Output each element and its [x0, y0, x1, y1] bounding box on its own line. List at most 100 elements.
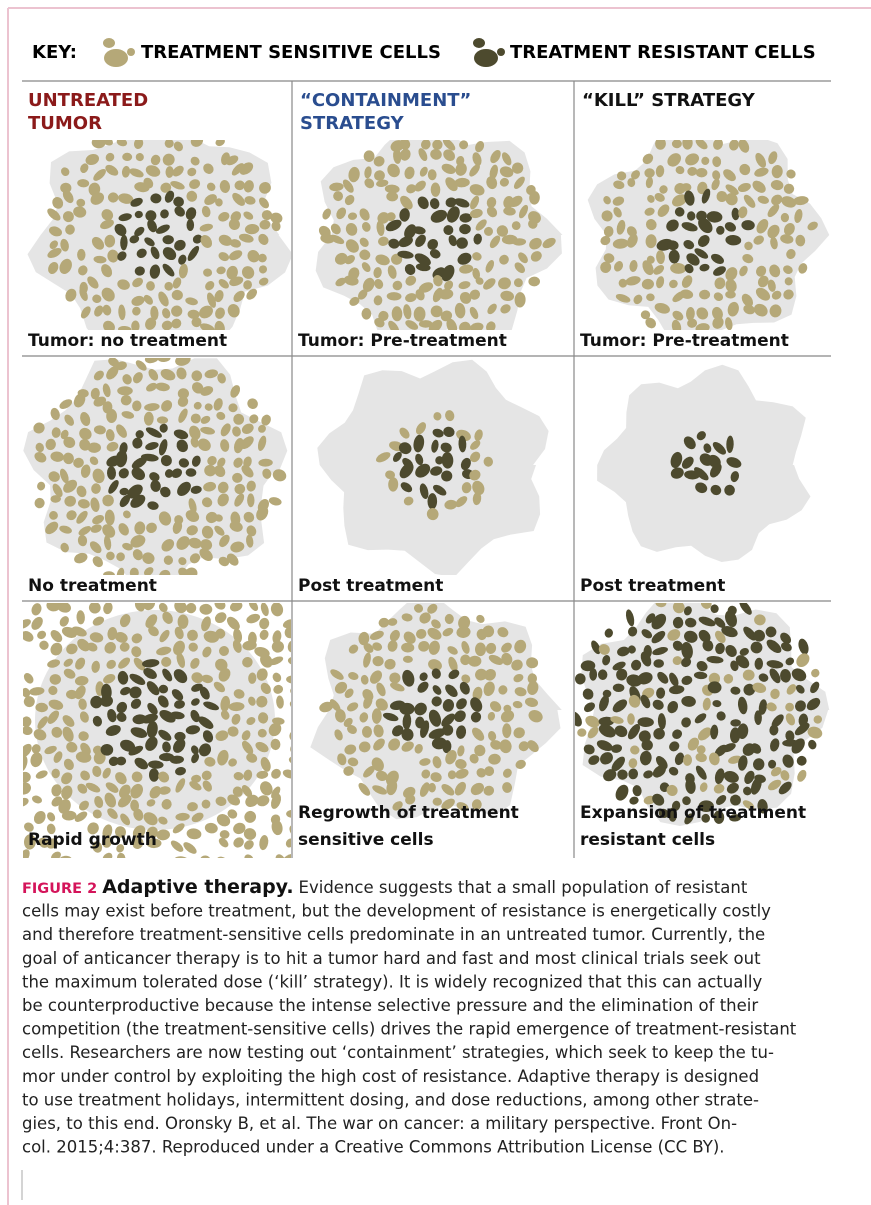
- sensitive-cell: [79, 427, 92, 440]
- resistant-cell: [723, 770, 739, 783]
- sensitive-cell: [45, 438, 56, 451]
- sensitive-cell: [618, 278, 628, 288]
- sensitive-cell: [458, 281, 471, 290]
- tumor-area: [317, 359, 549, 575]
- sensitive-cell: [199, 603, 213, 615]
- sensitive-cell: [754, 614, 766, 626]
- panel-art: [310, 603, 562, 820]
- sensitive-cell: [472, 492, 482, 506]
- sensitive-cell: [121, 411, 135, 419]
- resistant-cell: [428, 709, 442, 727]
- sensitive-cell: [487, 711, 496, 721]
- sensitive-cell: [333, 191, 344, 202]
- sensitive-cell: [271, 220, 281, 232]
- sensitive-cell: [219, 646, 229, 656]
- resistant-cell: [653, 728, 665, 740]
- sensitive-cell: [246, 613, 261, 624]
- resistant-cell: [715, 642, 725, 655]
- sensitive-cell: [442, 140, 456, 151]
- sensitive-cell: [646, 293, 655, 302]
- resistant-cell: [701, 813, 711, 823]
- sensitive-cell: [343, 717, 353, 727]
- sensitive-cell: [205, 511, 218, 524]
- sensitive-cell: [349, 296, 360, 306]
- sensitive-cell: [204, 403, 213, 411]
- sensitive-cell: [259, 219, 271, 230]
- sensitive-cell: [427, 169, 437, 181]
- sensitive-cell: [392, 801, 403, 811]
- sensitive-cell: [415, 422, 427, 435]
- sensitive-cell: [207, 456, 217, 466]
- sensitive-cell: [247, 493, 255, 508]
- sensitive-cell: [37, 481, 46, 491]
- sensitive-cell: [23, 782, 31, 795]
- sensitive-cell: [695, 752, 707, 763]
- sensitive-cell: [783, 223, 795, 236]
- resistant-cell: [399, 462, 414, 479]
- sensitive-cell: [358, 631, 370, 646]
- sensitive-cell: [375, 452, 391, 463]
- resistant-cell: [667, 701, 679, 714]
- sensitive-cell: [262, 468, 272, 479]
- sensitive-cell: [259, 835, 269, 851]
- resistant-cell: [639, 750, 652, 766]
- sensitive-cell: [502, 782, 513, 793]
- sensitive-cell: [261, 414, 271, 426]
- resistant-cell: [726, 782, 739, 794]
- sensitive-cell: [369, 670, 383, 684]
- sensitive-cell: [375, 698, 388, 711]
- resistant-cell: [392, 725, 404, 737]
- sensitive-cell: [46, 603, 61, 612]
- sensitive-cell: [330, 669, 344, 680]
- sensitive-cell: [498, 277, 511, 290]
- sensitive-cell: [45, 521, 59, 535]
- sensitive-cell: [440, 310, 453, 322]
- sensitive-cell: [117, 794, 132, 808]
- resistant-cell: [149, 472, 160, 482]
- resistant-cell: [187, 245, 200, 261]
- resistant-cell: [401, 728, 414, 741]
- sensitive-cell: [64, 495, 76, 507]
- sensitive-cell: [768, 779, 782, 791]
- sensitive-cell: [7, 687, 19, 698]
- resistant-cell: [725, 610, 737, 628]
- sensitive-cell: [59, 616, 69, 627]
- resistant-cell: [116, 701, 128, 714]
- sensitive-cell: [461, 674, 471, 684]
- sensitive-cell: [672, 656, 682, 666]
- sensitive-cell: [430, 149, 442, 160]
- sensitive-cell: [470, 782, 485, 796]
- sensitive-cell: [486, 196, 497, 209]
- panel-art: [575, 603, 830, 826]
- sensitive-cell: [369, 630, 384, 641]
- sensitive-cell: [23, 834, 36, 850]
- panel-caption: Expansion of treatment: [580, 803, 806, 823]
- sensitive-cell: [714, 630, 726, 644]
- sensitive-cell: [77, 179, 90, 188]
- sensitive-cell: [755, 152, 767, 168]
- resistant-cell: [140, 453, 159, 462]
- sensitive-cell: [428, 659, 442, 671]
- sensitive-cell: [219, 830, 230, 839]
- resistant-cell: [147, 702, 158, 715]
- sensitive-cell: [213, 398, 223, 411]
- sensitive-cell: [132, 825, 146, 839]
- sensitive-cell: [172, 165, 184, 177]
- sensitive-cell: [148, 369, 159, 381]
- sensitive-cell: [753, 235, 764, 245]
- resistant-cell: [131, 467, 146, 481]
- caption-line: competition (the treatment-sensitive cel…: [22, 1020, 797, 1039]
- sensitive-cell: [77, 248, 86, 261]
- resistant-cell: [782, 754, 794, 768]
- resistant-cell: [458, 435, 467, 453]
- sensitive-cell: [512, 700, 523, 709]
- sensitive-cell: [454, 302, 466, 319]
- sensitive-cell: [458, 615, 471, 630]
- resistant-cell: [441, 452, 454, 469]
- sensitive-cell: [187, 167, 197, 177]
- sensitive-cell: [427, 603, 438, 614]
- resistant-cell: [757, 799, 768, 814]
- sensitive-cell: [187, 629, 198, 641]
- sensitive-cell: [165, 166, 174, 178]
- resistant-cell: [652, 699, 664, 710]
